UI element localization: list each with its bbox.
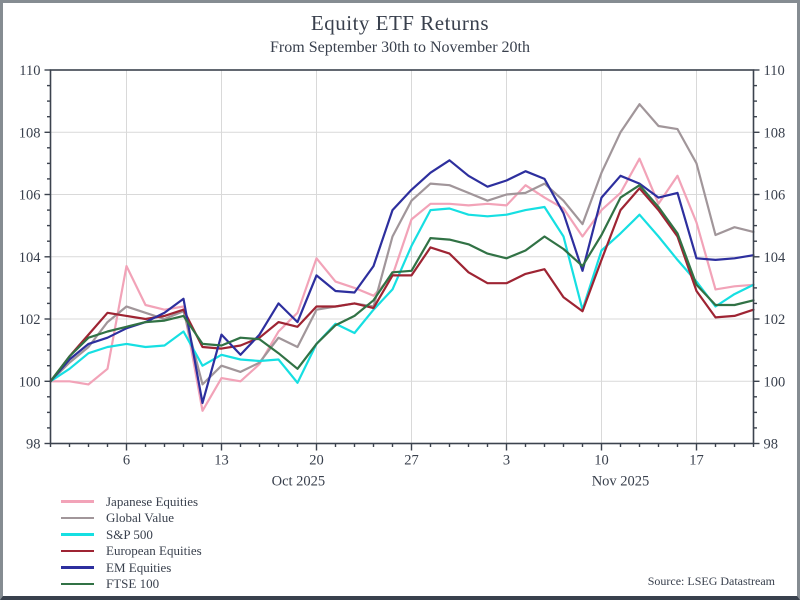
- svg-text:102: 102: [19, 312, 41, 328]
- legend-swatch: [61, 516, 94, 519]
- gridlines: [50, 69, 754, 444]
- svg-text:10: 10: [594, 453, 609, 469]
- series-line: [49, 205, 755, 384]
- legend-item: S&P 500: [61, 526, 202, 543]
- month-label: Oct 2025: [272, 474, 326, 490]
- svg-text:104: 104: [19, 250, 42, 266]
- page-subtitle: From September 30th to November 20th: [270, 39, 530, 56]
- svg-text:100: 100: [19, 374, 41, 390]
- legend-label: FTSE 100: [106, 576, 160, 592]
- svg-text:98: 98: [764, 437, 779, 453]
- legend-item: Japanese Equities: [61, 493, 202, 510]
- svg-text:17: 17: [689, 453, 704, 469]
- legend-swatch: [61, 533, 94, 536]
- svg-text:102: 102: [764, 312, 786, 328]
- svg-text:110: 110: [19, 63, 40, 79]
- series-line: [49, 184, 755, 383]
- legend-item: EM Equities: [61, 559, 202, 576]
- page-title: Equity ETF Returns: [310, 11, 490, 35]
- svg-text:20: 20: [309, 453, 324, 469]
- svg-text:6: 6: [123, 453, 130, 469]
- svg-text:27: 27: [404, 453, 419, 469]
- legend-label: Global Value: [106, 510, 174, 526]
- series-line: [49, 159, 755, 405]
- legend-item: European Equities: [61, 543, 202, 560]
- x-axis: 6 13 20 27 3 10 17 Oct 2025 Nov 2025: [49, 443, 755, 490]
- svg-text:13: 13: [214, 453, 229, 469]
- legend-label: Japanese Equities: [106, 493, 199, 509]
- legend-item: Global Value: [61, 510, 202, 527]
- svg-text:100: 100: [764, 374, 786, 390]
- svg-text:106: 106: [764, 188, 786, 204]
- legend-swatch: [61, 549, 94, 552]
- series-line: [49, 103, 755, 386]
- legend-item: FTSE 100: [61, 576, 202, 593]
- svg-text:98: 98: [26, 437, 41, 453]
- y-axis: 98 98 100 100 102 102 104 104 106 106 108 108 110 110: [19, 63, 786, 453]
- legend-label: S&P 500: [106, 526, 153, 542]
- month-label: Nov 2025: [592, 474, 650, 490]
- svg-text:104: 104: [764, 250, 787, 266]
- svg-text:108: 108: [19, 125, 41, 141]
- svg-text:110: 110: [764, 63, 785, 79]
- legend-label: EM Equities: [106, 559, 172, 575]
- chart-legend: Japanese Equities Global Value S&P 500 Euro…: [61, 493, 202, 592]
- legend-label: European Equities: [106, 543, 202, 559]
- legend-swatch: [61, 582, 94, 585]
- svg-text:106: 106: [19, 188, 41, 204]
- legend-swatch: [61, 566, 94, 569]
- series-line: [49, 187, 755, 383]
- legend-swatch: [61, 500, 94, 503]
- svg-text:108: 108: [764, 125, 786, 141]
- svg-text:3: 3: [503, 453, 510, 469]
- source-label: Source: LSEG Datastream: [647, 574, 775, 588]
